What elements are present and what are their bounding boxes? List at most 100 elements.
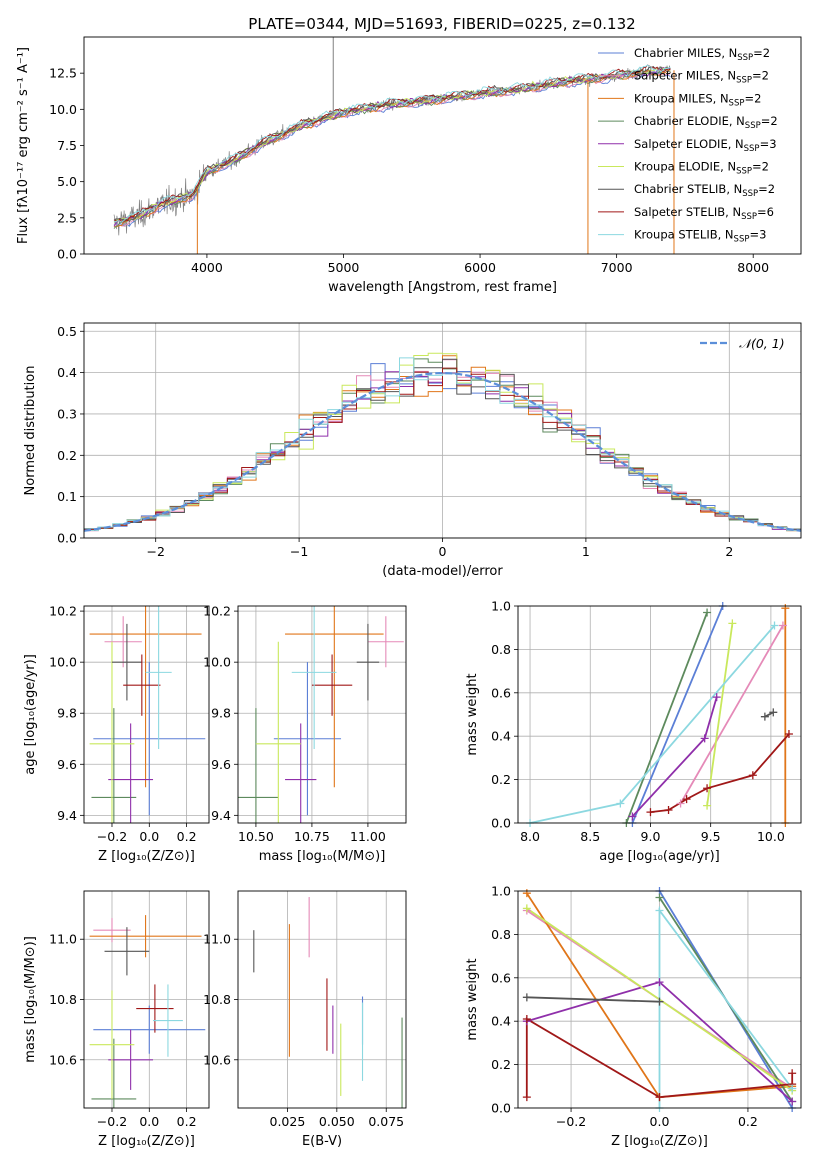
weight-marker	[748, 771, 757, 780]
y-tick-label: 0.2	[57, 448, 77, 463]
plot-area-residuals	[84, 323, 801, 538]
x-tick-label: 1	[582, 544, 590, 559]
axes-mass-vs-ebv: 0.025 0.050 0.075 10.6 10.8 11.0 E(B-V)	[203, 890, 407, 1149]
axes-age-vs-Z: −0.2 0.0 0.2 9.4 9.6 9.8 10.0 10.2 Z [log₁₀(Z/Z⊙…	[23, 604, 210, 864]
axes-frame	[83, 605, 210, 824]
weight-marker	[700, 734, 709, 743]
x-tick-label: 0.050	[319, 1114, 355, 1129]
x-tick-label: 0.2	[177, 829, 197, 844]
legend-label: Kroupa STELIB, NSSP=3	[634, 228, 766, 245]
weight-marker	[770, 621, 779, 630]
weight-series-line	[658, 907, 793, 1108]
axes-frame	[83, 322, 802, 539]
x-axis-label: Z [log₁₀(Z/Z⊙)]	[98, 849, 195, 864]
y-tick-label: 12.5	[49, 66, 77, 81]
x-axis-label: E(B-V)	[302, 1134, 342, 1149]
weight-marker	[646, 808, 655, 817]
x-tick-label: 0.2	[738, 1114, 758, 1129]
weight-marker	[703, 801, 712, 810]
x-tick-label: 0.075	[368, 1114, 404, 1129]
legend-label: Kroupa ELODIE, NSSP=2	[634, 160, 769, 177]
x-tick-label: 10.75	[294, 829, 330, 844]
y-axis-label: age [log₁₀(age/yr)]	[23, 654, 38, 775]
spectrum-model-line	[113, 64, 671, 223]
y-tick-label: 0.8	[491, 642, 511, 657]
y-tick-label: 0.5	[57, 324, 77, 339]
spectrum-legend: Chabrier MILES, NSSP=2 Salpeter MILES, NS…	[598, 46, 778, 245]
y-tick-label: 0.4	[57, 365, 77, 380]
y-tick-label: 10.0	[49, 655, 77, 670]
y-tick-label: 0.6	[491, 970, 511, 985]
y-tick-label: 9.4	[211, 808, 231, 823]
weight-marker	[628, 812, 637, 821]
y-axis-label: Flux [fλ10⁻¹⁷ erg cm⁻² s⁻¹ A⁻¹]	[16, 47, 31, 244]
axes-frame	[83, 890, 210, 1109]
legend-subscript: SSP	[737, 53, 753, 63]
x-tick-label: 10.0	[757, 829, 785, 844]
weight-marker	[760, 712, 769, 721]
y-tick-label: 10.8	[49, 992, 77, 1007]
y-tick-label: 0.4	[491, 729, 511, 744]
legend-label: 𝒩(0, 1)	[739, 336, 785, 351]
y-tick-label: 9.6	[211, 757, 231, 772]
weight-marker	[655, 1093, 664, 1102]
legend-label: Salpeter STELIB, NSSP=6	[634, 205, 774, 222]
x-tick-label: 0.025	[270, 1114, 306, 1129]
axes-frame	[237, 605, 407, 824]
weight-marker	[778, 621, 787, 630]
legend-tail: =2	[744, 91, 761, 105]
y-tick-label: 0.0	[57, 531, 77, 546]
legend-subscript: SSP	[736, 167, 752, 177]
weight-marker	[728, 619, 737, 628]
plot-area-weight-vs-age	[518, 606, 801, 823]
legend-subscript: SSP	[734, 235, 750, 245]
weight-marker	[655, 893, 664, 902]
y-tick-label: 10.2	[49, 604, 77, 619]
weight-marker	[655, 906, 664, 915]
x-tick-label: 8.5	[580, 829, 600, 844]
legend-subscript: SSP	[745, 121, 761, 131]
axes-age-vs-mass: 10.50 10.75 11.00 9.4 9.6 9.8 10.0 10.2 mass [lo…	[203, 604, 407, 864]
x-tick-label: 0	[439, 544, 447, 559]
x-tick-label: −1	[290, 544, 308, 559]
weight-marker	[616, 799, 625, 808]
axes-residuals: −2 −1 0 1 2 0.0 0.1 0.2 0.3 0.4 0.5 (data-model)/er…	[23, 322, 802, 579]
y-tick-label: 0.6	[491, 685, 511, 700]
plot-area-mass-vs-ebv	[238, 891, 406, 1108]
histogram-steps	[84, 352, 801, 532]
x-tick-label: 0.2	[177, 1114, 197, 1129]
y-axis-label: mass weight	[465, 958, 480, 1040]
x-tick-label: 0.0	[139, 1114, 159, 1129]
weight-series-line	[706, 623, 734, 806]
weight-series-line	[625, 612, 708, 823]
x-tick-label: 11.00	[350, 829, 386, 844]
y-tick-label: 10.0	[203, 655, 231, 670]
y-tick-label: 1.0	[491, 884, 511, 899]
x-tick-label: −0.2	[556, 1114, 586, 1129]
x-axis-label: mass [log₁₀(M/M⊙)]	[259, 849, 386, 864]
x-tick-label: 0.0	[139, 829, 159, 844]
legend-label: Kroupa MILES, NSSP=2	[634, 91, 761, 108]
legend-tail: =3	[749, 228, 766, 242]
weight-marker	[655, 997, 664, 1006]
legend-label: Chabrier STELIB, NSSP=2	[634, 182, 775, 199]
x-tick-label: 9.5	[701, 829, 721, 844]
x-axis-label: Z [log₁₀(Z/Z⊙)]	[98, 1134, 195, 1149]
axes-frame	[237, 890, 407, 1109]
legend-subscript: SSP	[744, 144, 760, 154]
axes-spectrum: 4000 5000 6000 7000 8000 0.0 2.5 5.0 7.5 10.0 12.5…	[16, 36, 802, 295]
y-tick-label: 7.5	[57, 138, 77, 153]
x-axis-label: (data-model)/error	[382, 564, 503, 579]
weight-marker	[676, 799, 685, 808]
weight-marker	[712, 693, 721, 702]
legend-tail: =6	[757, 205, 774, 219]
y-tick-label: 0.0	[57, 247, 77, 262]
weight-marker	[664, 805, 673, 814]
y-tick-label: 10.8	[203, 992, 231, 1007]
axes-frame	[83, 36, 802, 255]
legend-label: Salpeter ELODIE, NSSP=3	[634, 137, 777, 154]
y-axis-label: mass [log₁₀(M/M⊙)]	[23, 936, 38, 1063]
x-tick-label: 9.0	[641, 829, 661, 844]
y-tick-label: 10.6	[49, 1052, 77, 1067]
